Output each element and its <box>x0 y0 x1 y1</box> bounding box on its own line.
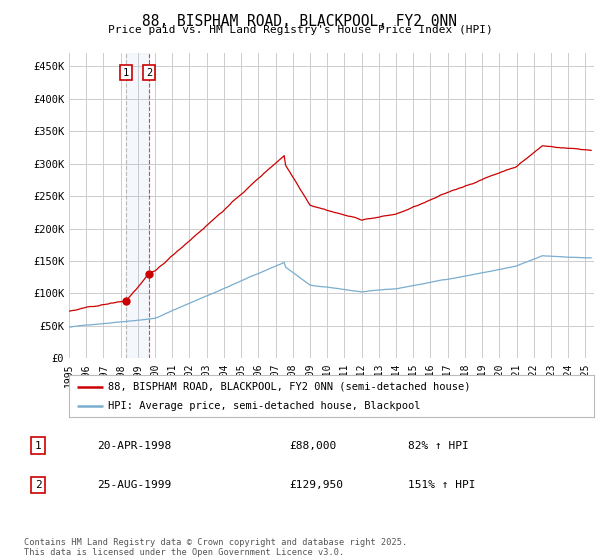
Text: 82% ↑ HPI: 82% ↑ HPI <box>407 441 468 451</box>
Text: Price paid vs. HM Land Registry's House Price Index (HPI): Price paid vs. HM Land Registry's House … <box>107 25 493 35</box>
Text: HPI: Average price, semi-detached house, Blackpool: HPI: Average price, semi-detached house,… <box>109 401 421 411</box>
Text: 20-APR-1998: 20-APR-1998 <box>97 441 172 451</box>
Text: 25-AUG-1999: 25-AUG-1999 <box>97 480 172 490</box>
Text: Contains HM Land Registry data © Crown copyright and database right 2025.
This d: Contains HM Land Registry data © Crown c… <box>24 538 407 557</box>
Text: 151% ↑ HPI: 151% ↑ HPI <box>407 480 475 490</box>
Text: 2: 2 <box>35 480 41 490</box>
Text: 1: 1 <box>122 68 129 78</box>
Text: £88,000: £88,000 <box>289 441 337 451</box>
Text: 1: 1 <box>35 441 41 451</box>
Text: 2: 2 <box>146 68 152 78</box>
Bar <box>126 53 149 358</box>
Text: 88, BISPHAM ROAD, BLACKPOOL, FY2 0NN (semi-detached house): 88, BISPHAM ROAD, BLACKPOOL, FY2 0NN (se… <box>109 381 471 391</box>
Text: 88, BISPHAM ROAD, BLACKPOOL, FY2 0NN: 88, BISPHAM ROAD, BLACKPOOL, FY2 0NN <box>143 14 458 29</box>
Text: £129,950: £129,950 <box>289 480 343 490</box>
